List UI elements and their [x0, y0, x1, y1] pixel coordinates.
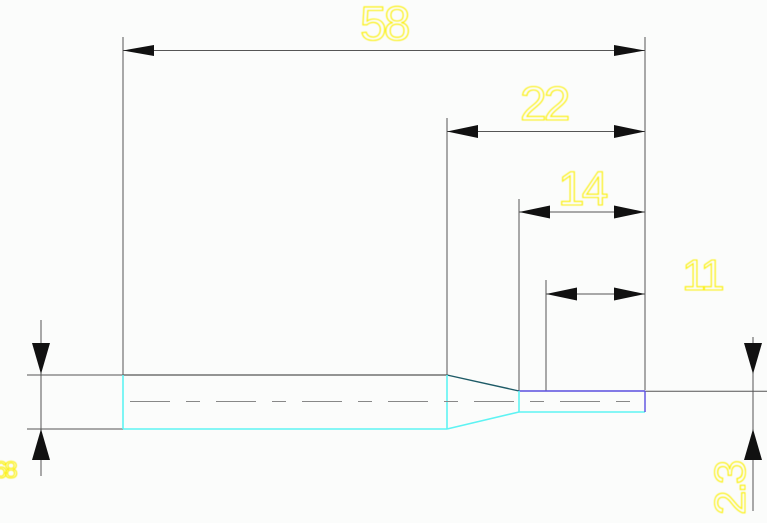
svg-text:58: 58: [360, 0, 409, 51]
svg-text:11: 11: [682, 251, 723, 300]
svg-text:22: 22: [520, 78, 569, 131]
svg-text:68: 68: [0, 457, 17, 484]
svg-text:2.3: 2.3: [706, 461, 755, 515]
svg-text:14: 14: [558, 163, 608, 216]
